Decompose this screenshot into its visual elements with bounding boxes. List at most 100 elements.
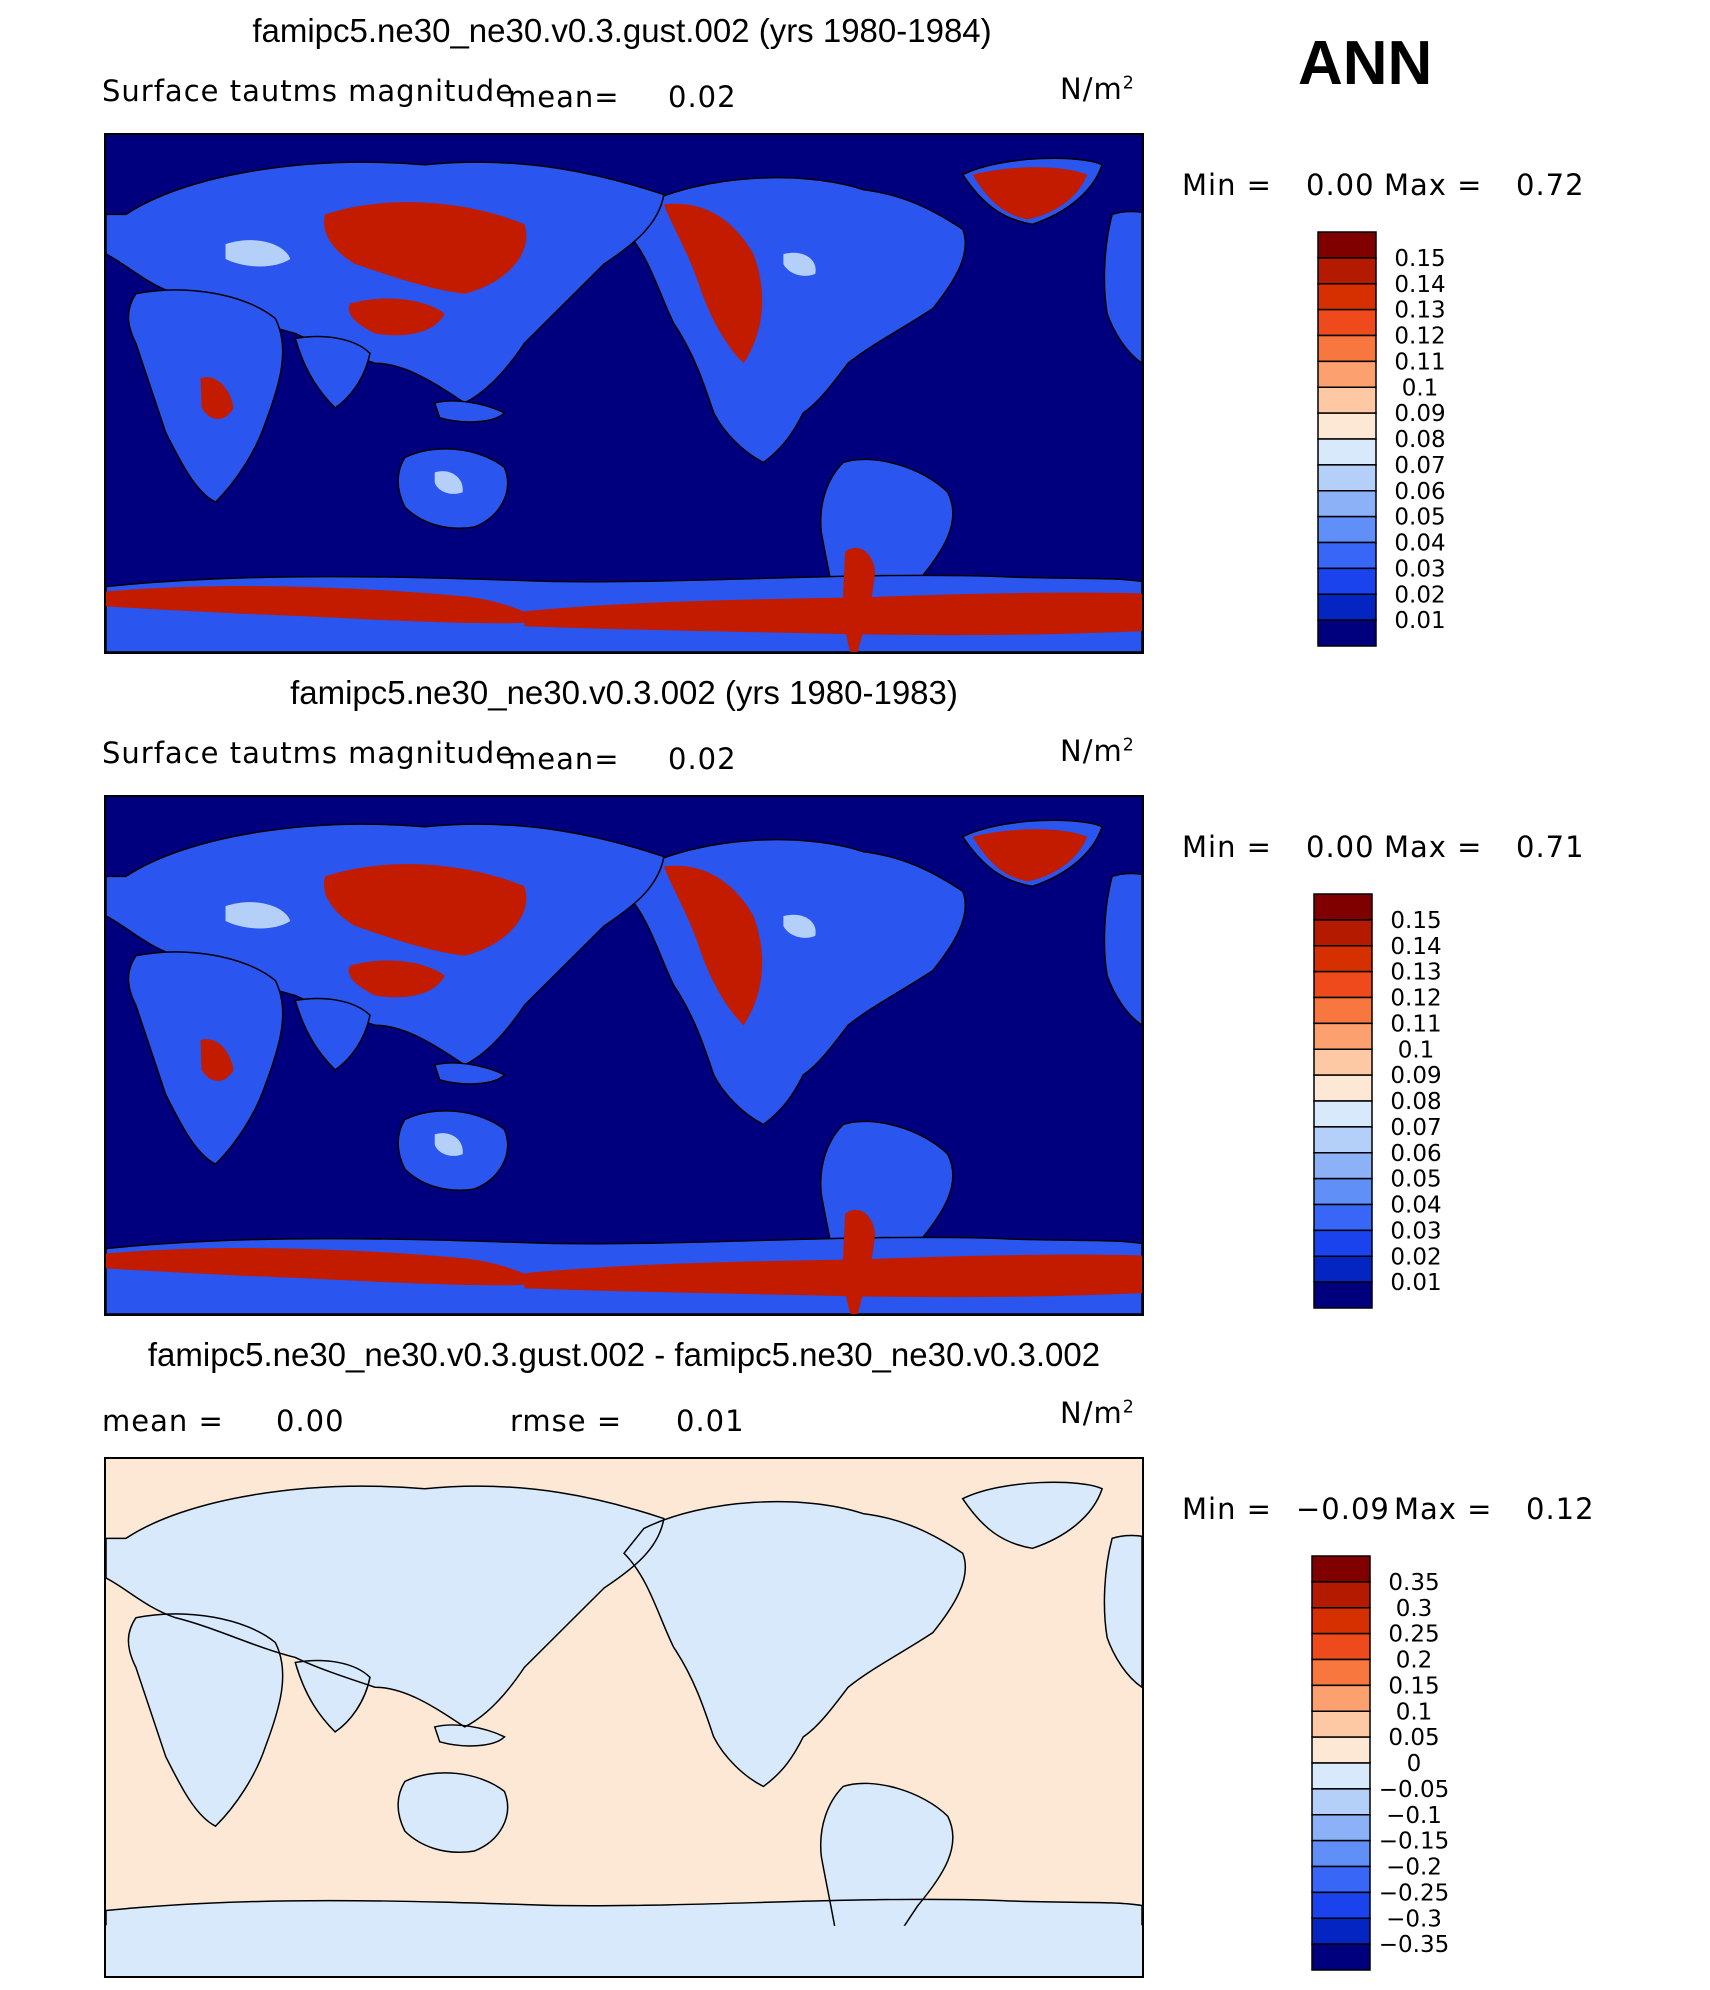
panel-3-map-svg [106, 1459, 1142, 1976]
colorbar-swatch [1317, 231, 1377, 259]
colorbar-swatch [1317, 490, 1377, 518]
colorbar-swatch [1317, 438, 1377, 466]
panel-1-colorbar-svg: 0.150.140.130.120.110.10.090.080.070.060… [1317, 231, 1446, 647]
colorbar-tick-label: 0.07 [1394, 453, 1445, 479]
colorbar-tick-label: 0.25 [1388, 1622, 1439, 1648]
land-region [294, 997, 371, 1071]
high-stress-region [348, 960, 445, 998]
colorbar-swatch [1311, 1943, 1371, 1971]
colorbar-swatch [1311, 1658, 1371, 1687]
colorbar-tick-label: −0.35 [1379, 1932, 1449, 1958]
colorbar-swatch [1311, 1917, 1371, 1945]
panel-3-units: N/m2 [1060, 1396, 1135, 1430]
colorbar-tick-label: 0.1 [1396, 1699, 1433, 1725]
colorbar-tick-label: 0.05 [1394, 505, 1445, 531]
colorbar-swatch [1317, 412, 1377, 440]
colorbar-swatch [1311, 1607, 1371, 1635]
colorbar-tick-label: 0.1 [1398, 1037, 1435, 1063]
high-stress-region [972, 829, 1088, 882]
coastline [1103, 1534, 1142, 1689]
colorbar-tick-label: 0.06 [1390, 1141, 1441, 1167]
colorbar-swatch [1313, 1126, 1373, 1154]
colorbar-swatch [1313, 919, 1373, 947]
colorbar-tick-label: 0.08 [1390, 1089, 1441, 1115]
mid-stress-region [434, 471, 463, 494]
high-stress-region [972, 167, 1088, 220]
coastline [961, 1481, 1104, 1550]
colorbar-tick-label: 0.11 [1394, 349, 1445, 375]
colorbar-tick-label: 0.14 [1390, 934, 1441, 960]
colorbar-swatch [1311, 1839, 1371, 1868]
colorbar-swatch [1317, 308, 1377, 337]
high-stress-region [323, 864, 527, 956]
colorbar-tick-label: 0.05 [1388, 1725, 1439, 1751]
colorbar-swatch [1317, 360, 1377, 388]
panel-1-map [104, 133, 1144, 654]
colorbar-tick-label: −0.25 [1379, 1880, 1449, 1906]
colorbar-tick-label: 0.03 [1390, 1218, 1441, 1244]
colorbar-swatch [1311, 1581, 1371, 1609]
high-stress-region [106, 1248, 545, 1286]
coastline [294, 1659, 371, 1733]
panel-3-min-value: −0.09 [1296, 1492, 1390, 1526]
colorbar-swatch [1313, 945, 1373, 973]
colorbar-tick-label: −0.3 [1386, 1906, 1442, 1932]
colorbar-swatch [1311, 1891, 1371, 1919]
colorbar-swatch [1317, 541, 1377, 570]
panel-3-mean-value: 0.00 [276, 1404, 345, 1438]
coastline [622, 1500, 967, 1788]
colorbar-swatch [1313, 1203, 1373, 1232]
colorbar-swatch [1311, 1736, 1371, 1764]
colorbar-swatch [1313, 970, 1373, 999]
high-stress-region [106, 586, 545, 624]
panel-2-field-label: Surface tautms magnitude [102, 736, 515, 770]
colorbar-swatch [1313, 1074, 1373, 1102]
negative-diff-region [962, 1482, 1103, 1549]
panel-2-min-value: 0.00 [1306, 830, 1375, 864]
colorbar-swatch [1311, 1555, 1371, 1583]
colorbar-swatch [1311, 1710, 1371, 1738]
colorbar-swatch [1311, 1865, 1371, 1894]
colorbar-tick-label: 0.12 [1394, 324, 1445, 350]
panel-3-min-label: Min = [1182, 1492, 1272, 1526]
colorbar-tick-label: 0.04 [1390, 1193, 1441, 1219]
land-region [294, 335, 371, 409]
panel-3-max-label: Max = [1394, 1492, 1493, 1526]
high-stress-region [524, 1254, 1142, 1298]
colorbar-swatch [1311, 1684, 1371, 1712]
colorbar-swatch [1313, 893, 1373, 921]
high-stress-region [663, 865, 763, 1026]
panel-3-max-value: 0.12 [1526, 1492, 1595, 1526]
high-stress-region [663, 203, 763, 364]
colorbar-tick-label: 0.05 [1390, 1167, 1441, 1193]
colorbar-tick-label: 0.13 [1394, 298, 1445, 324]
colorbar-swatch [1311, 1814, 1371, 1842]
panel-2-map-svg [106, 797, 1142, 1314]
colorbar-tick-label: 0.2 [1396, 1648, 1433, 1674]
colorbar-swatch [1311, 1762, 1371, 1790]
coastline [819, 1782, 954, 1976]
coastline [127, 1613, 284, 1828]
panel-1-title: famipc5.ne30_ne30.v0.3.gust.002 (yrs 198… [252, 12, 992, 49]
coastline [433, 1724, 506, 1747]
colorbar-swatch [1311, 1788, 1371, 1816]
colorbar-tick-label: 0.02 [1390, 1244, 1441, 1270]
panel-2-title: famipc5.ne30_ne30.v0.3.002 (yrs 1980-198… [290, 674, 958, 711]
colorbar-tick-label: 0.1 [1402, 375, 1439, 401]
high-stress-region [323, 202, 527, 294]
coastline [106, 1898, 1142, 1976]
panel-2-colorbar: 0.15 0.14 0.13 0.12 0.11 0.1 0.09 0.08 0.07 0.06 0… [1313, 893, 1454, 1312]
panel-3-mean-label: mean = [102, 1404, 224, 1438]
colorbar-swatch [1313, 1281, 1373, 1309]
colorbar-swatch [1313, 1255, 1373, 1283]
panel-2-mean-value: 0.02 [668, 742, 737, 776]
high-stress-region [524, 592, 1142, 636]
colorbar-tick-label: −0.2 [1386, 1855, 1442, 1881]
panel-2-max-label: Max = [1384, 830, 1483, 864]
land-region [1103, 872, 1142, 1027]
colorbar-tick-label: 0 [1407, 1751, 1422, 1777]
colorbar-tick-label: 0.12 [1390, 986, 1441, 1012]
colorbar-tick-label: 0.04 [1394, 531, 1445, 557]
panel-1-field-label: Surface tautms magnitude [102, 74, 515, 108]
colorbar-tick-label: 0.03 [1394, 556, 1445, 582]
